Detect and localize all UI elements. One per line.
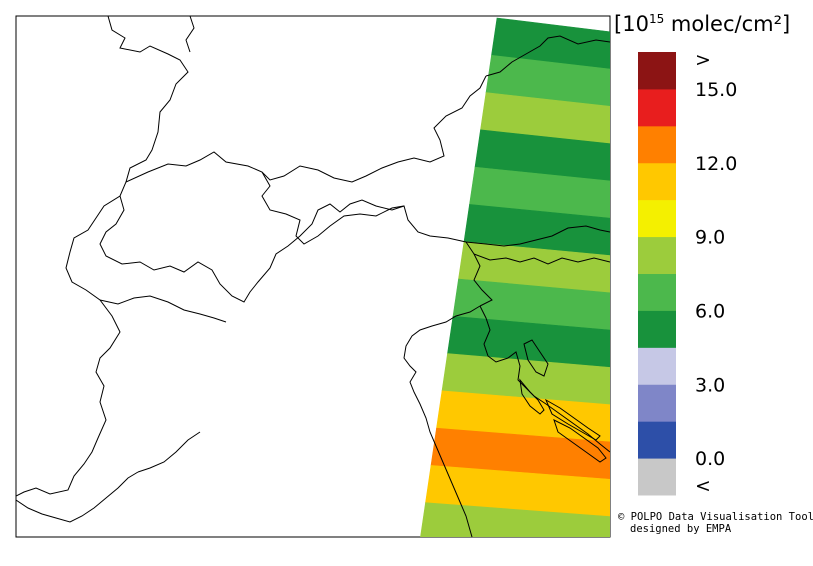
legend-tick-label: < <box>695 475 711 497</box>
legend-unit-exponent: 15 <box>649 12 664 26</box>
coastline-kvarner-islands <box>519 339 607 463</box>
border-italy-west <box>99 295 227 323</box>
swath-row <box>425 465 610 517</box>
border-germany-north <box>185 16 195 53</box>
legend-unit-bracket-open: [ <box>614 12 622 36</box>
legend-swatch <box>638 88 676 127</box>
swath-row <box>458 241 610 294</box>
legend-unit-bracket-close: ] <box>782 12 790 36</box>
legend-swatch <box>638 458 676 496</box>
legend-tick-label: > <box>695 49 711 71</box>
credit-line-1: © POLPO Data Visualisation Tool <box>618 511 813 523</box>
legend: [1015 molec/cm²] >15.0 12.0 9.0 6.0 3.0 0.0 < <box>614 12 790 497</box>
map-panel <box>15 15 611 538</box>
legend-swatch <box>638 52 676 90</box>
swath-row <box>436 390 610 443</box>
legend-swatch <box>638 384 676 422</box>
swath-row <box>474 129 610 182</box>
swath-row <box>463 204 610 256</box>
swath-row <box>441 353 610 405</box>
border-slovenia-croatia <box>473 253 610 265</box>
country-borders <box>16 16 610 497</box>
legend-tick-label: 15.0 <box>695 79 737 101</box>
legend-swatch <box>638 273 676 311</box>
legend-swatch <box>638 310 676 348</box>
swath-row <box>485 54 610 107</box>
satellite-swath <box>420 17 610 537</box>
border-austria-north <box>485 35 610 77</box>
legend-tick-label: 3.0 <box>695 374 725 396</box>
legend-unit: [1015 molec/cm²] <box>614 12 790 36</box>
credit-line-2: designed by EMPA <box>630 523 732 535</box>
legend-swatch <box>638 347 676 385</box>
border-switzerland <box>99 195 405 303</box>
border-austria-italy <box>261 171 610 247</box>
legend-unit-suffix: molec/cm² <box>664 12 782 36</box>
coastline-italy-north-adriatic <box>403 305 481 537</box>
legend-tick-label: 6.0 <box>695 300 725 322</box>
swath-row <box>420 502 610 537</box>
legend-swatch <box>638 236 676 274</box>
legend-swatch <box>638 421 676 459</box>
legend-unit-base: 10 <box>622 12 649 36</box>
coastline <box>16 305 610 537</box>
swath-row <box>469 166 610 219</box>
legend-swatch <box>638 162 676 201</box>
border-france-germany <box>16 16 189 497</box>
swath-row <box>480 92 610 144</box>
credit: © POLPO Data Visualisation Tool designed… <box>618 511 813 535</box>
coastline-istria <box>479 305 610 453</box>
legend-colorbar <box>638 52 676 496</box>
coastline-ligurian <box>137 431 201 473</box>
swath-row <box>452 278 610 331</box>
legend-tick-label: 0.0 <box>695 448 725 470</box>
legend-tick-label: 12.0 <box>695 153 737 175</box>
legend-tick-labels: >15.0 12.0 9.0 6.0 3.0 0.0 < <box>695 49 737 497</box>
legend-swatch <box>638 125 676 164</box>
legend-tick-label: 9.0 <box>695 227 725 249</box>
legend-swatch <box>638 199 676 238</box>
coastline-tyrrhenian <box>16 471 139 523</box>
border-swiss-north <box>125 75 487 183</box>
swath-row <box>430 427 610 480</box>
